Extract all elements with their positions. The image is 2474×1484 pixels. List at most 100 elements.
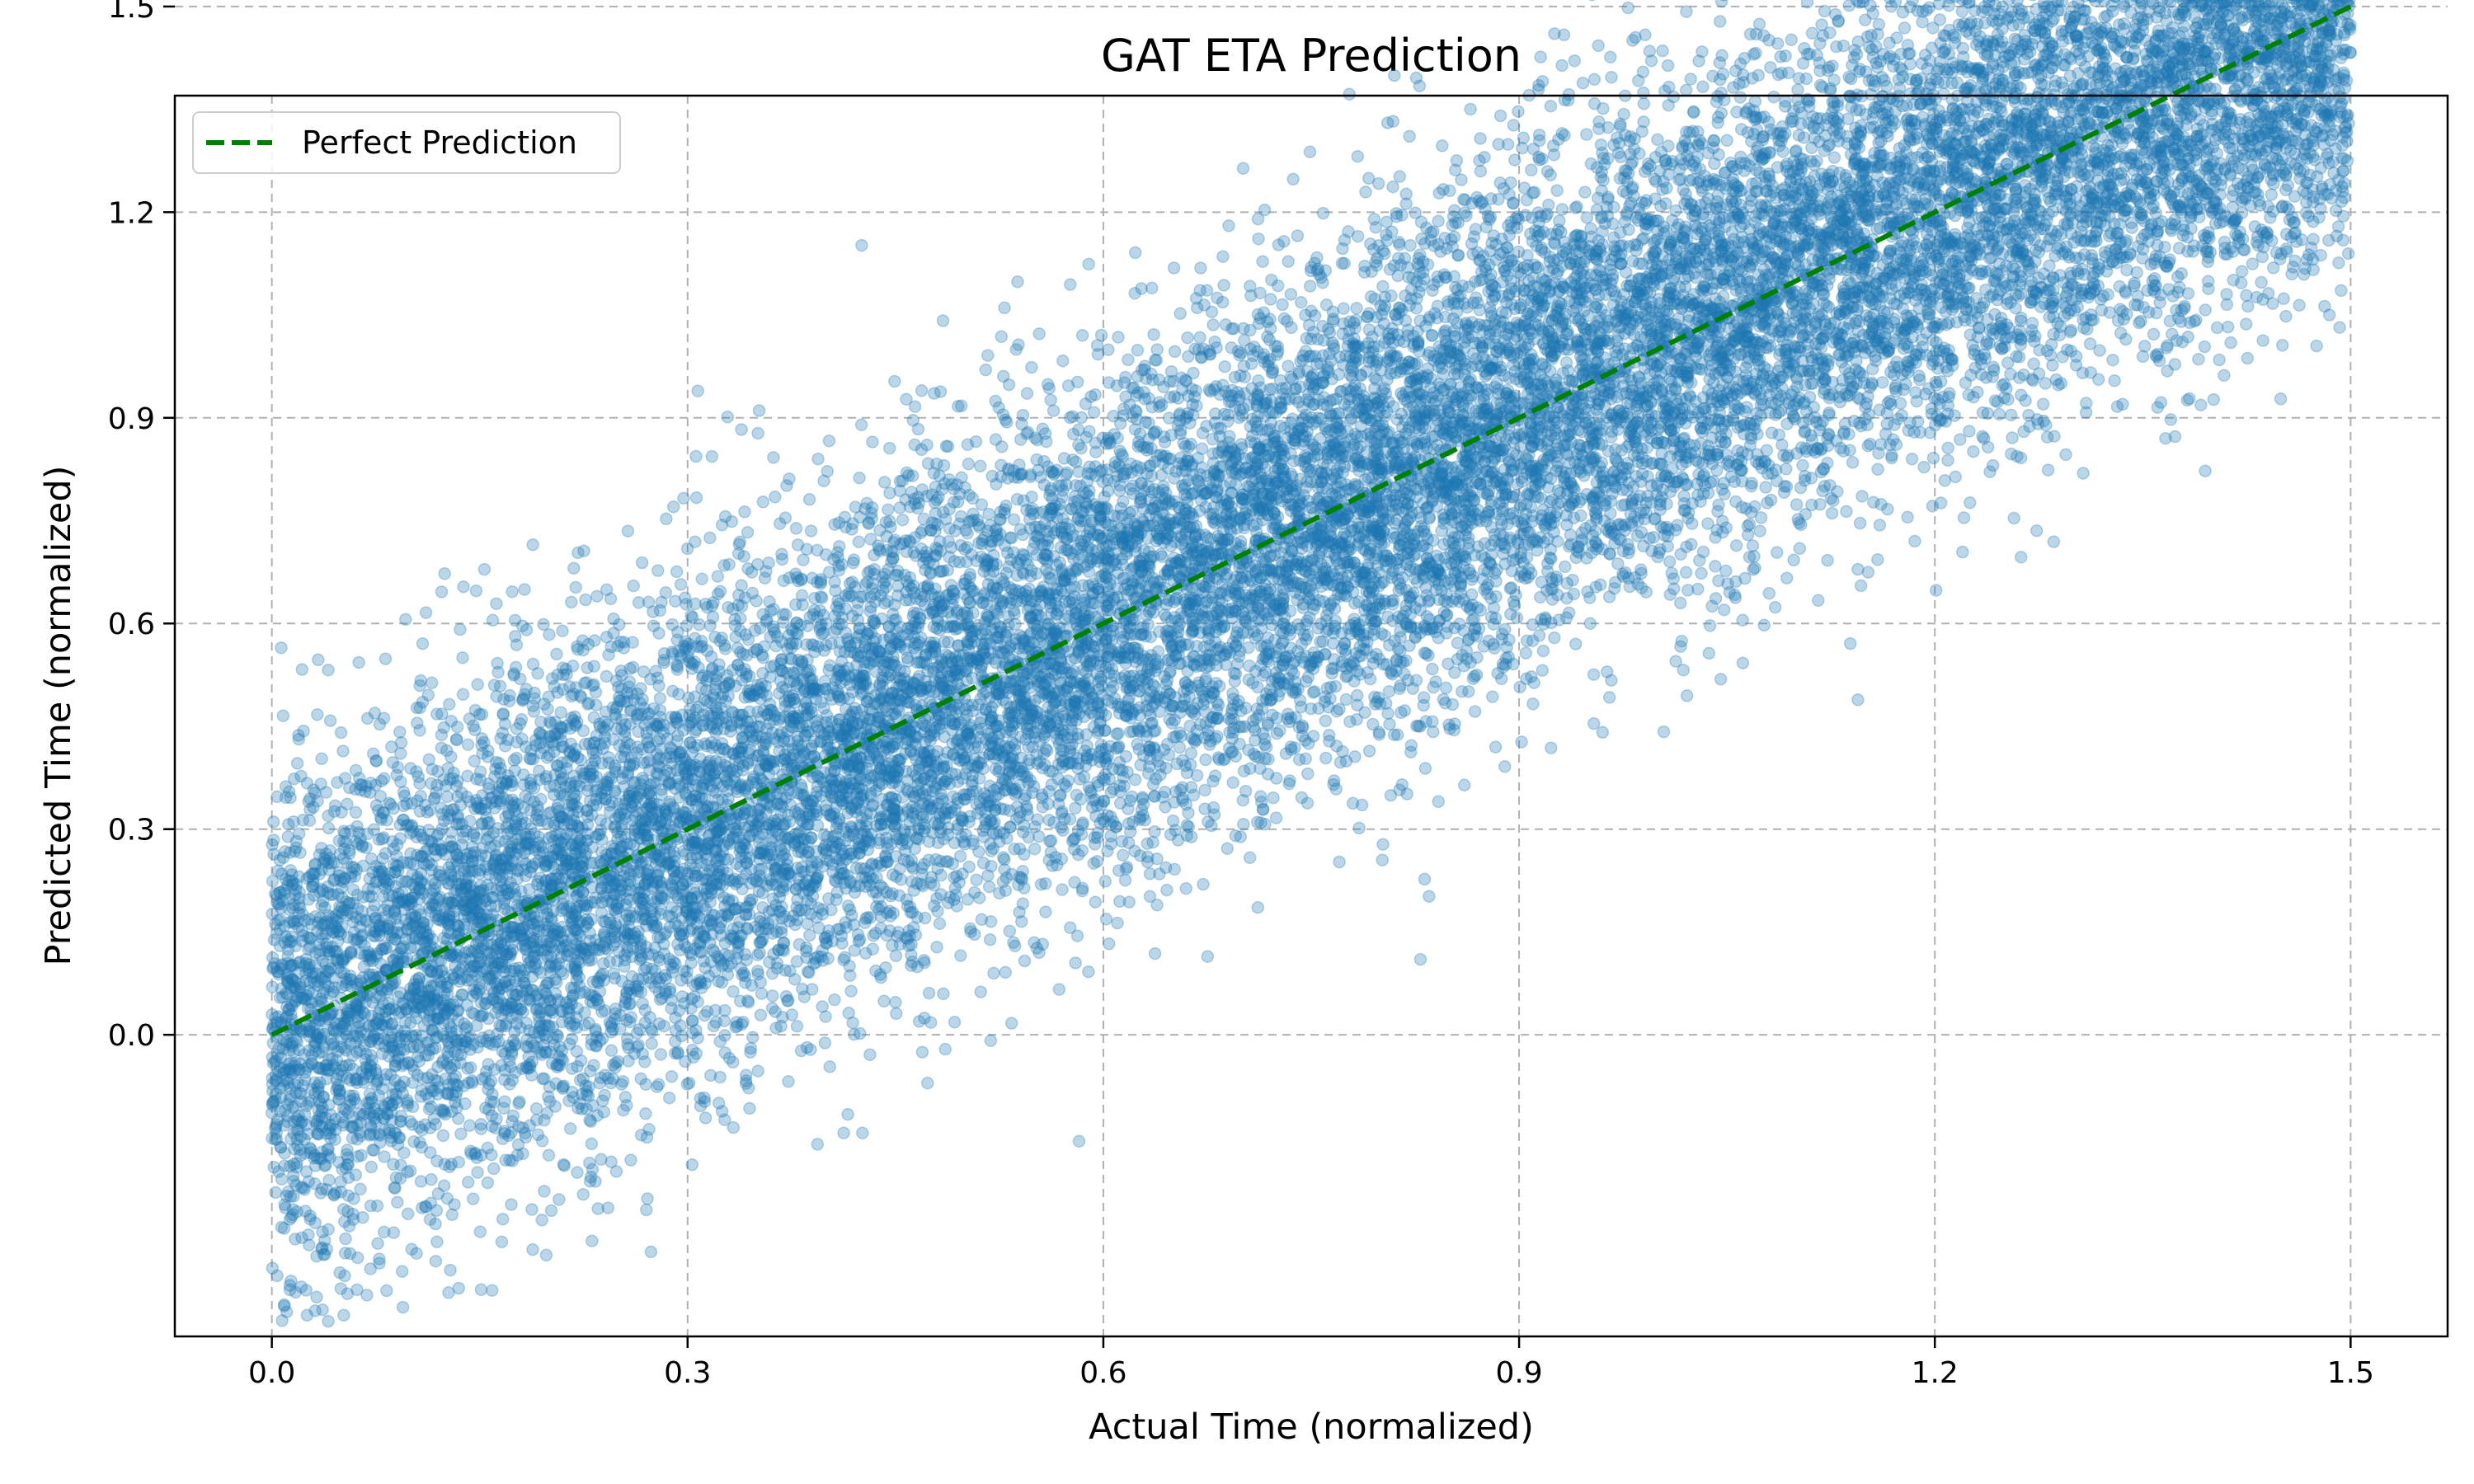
- chart-title: GAT ETA Prediction: [1101, 30, 1522, 82]
- scatter-point: [1082, 257, 1095, 271]
- scatter-point: [465, 1074, 479, 1087]
- scatter-point: [1799, 425, 1812, 438]
- scatter-point: [1261, 315, 1274, 329]
- scatter-point: [782, 833, 795, 846]
- scatter-point: [1211, 291, 1224, 305]
- scatter-point: [471, 1166, 484, 1179]
- scatter-point: [493, 780, 506, 793]
- scatter-point: [1148, 824, 1161, 838]
- scatter-point: [541, 1019, 555, 1032]
- scatter-point: [1840, 505, 1853, 519]
- scatter-point: [1474, 132, 1487, 145]
- scatter-point: [1092, 707, 1106, 721]
- scatter-point: [1193, 331, 1206, 345]
- scatter-point: [864, 771, 878, 785]
- scatter-point: [1115, 651, 1128, 665]
- scatter-point: [1812, 594, 1825, 608]
- scatter-point: [1957, 511, 1971, 524]
- scatter-point: [1380, 488, 1393, 501]
- scatter-point: [1150, 343, 1164, 356]
- scatter-point: [1297, 628, 1311, 641]
- scatter-point: [1032, 327, 1046, 340]
- scatter-point: [339, 1232, 352, 1246]
- scatter-point: [858, 946, 872, 960]
- scatter-point: [1851, 693, 1865, 707]
- scatter-point: [1023, 697, 1037, 711]
- scatter-point: [343, 1247, 357, 1261]
- scatter-point: [1468, 705, 1482, 718]
- scatter-point: [2213, 353, 2226, 367]
- scatter-point: [2218, 369, 2231, 383]
- scatter-point: [374, 982, 388, 996]
- scatter-point: [391, 1195, 404, 1209]
- scatter-point: [2335, 284, 2348, 298]
- scatter-point: [1580, 128, 1593, 141]
- scatter-point: [1759, 481, 1772, 494]
- scatter-point: [1719, 564, 1733, 578]
- grid-lines: [175, 5, 2448, 1336]
- scatter-point: [2008, 32, 2022, 46]
- scatter-point: [1768, 600, 1782, 614]
- scatter-point: [1296, 729, 1310, 743]
- scatter-point: [393, 726, 407, 739]
- scatter-point: [2255, 275, 2268, 289]
- scatter-point: [621, 524, 635, 538]
- scatter-point: [1720, 134, 1733, 148]
- scatter-point: [1938, 474, 1952, 487]
- scatter-point: [1696, 545, 1710, 559]
- scatter-point: [659, 586, 673, 599]
- scatter-point: [1583, 617, 1597, 631]
- scatter-point: [2256, 334, 2269, 347]
- scatter-point: [563, 1122, 577, 1135]
- scatter-point: [755, 987, 769, 1000]
- scatter-point: [609, 812, 623, 826]
- scatter-point: [1173, 406, 1187, 420]
- scatter-point: [791, 862, 804, 875]
- scatter-point: [2201, 54, 2214, 68]
- scatter-point: [1899, 322, 1912, 336]
- scatter-point: [2175, 157, 2189, 171]
- scatter-point: [1373, 697, 1387, 711]
- scatter-point: [1276, 298, 1289, 312]
- scatter-point: [1094, 816, 1107, 830]
- scatter-point: [1333, 855, 1346, 869]
- scatter-point: [1933, 13, 1947, 26]
- scatter-point: [1067, 589, 1081, 603]
- scatter-point: [752, 404, 766, 417]
- scatter-point: [1661, 59, 1675, 73]
- scatter-point: [1403, 298, 1416, 312]
- scatter-point: [644, 1022, 658, 1036]
- scatter-point: [1380, 116, 1395, 129]
- scatter-point: [1992, 407, 2006, 421]
- scatter-point: [1219, 510, 1232, 524]
- scatter-point: [1684, 359, 1698, 373]
- scatter-point: [823, 1060, 837, 1073]
- scatter-point: [603, 1016, 617, 1029]
- scatter-point: [1718, 166, 1732, 180]
- scatter-point: [1693, 174, 1707, 188]
- scatter-point: [323, 714, 337, 727]
- scatter-point: [2235, 265, 2249, 278]
- scatter-point: [391, 957, 404, 970]
- scatter-point: [915, 867, 929, 881]
- scatter-point: [1548, 631, 1561, 645]
- scatter-point: [336, 1119, 350, 1132]
- scatter-point: [883, 514, 896, 528]
- scatter-point: [2277, 292, 2290, 306]
- scatter-point: [1871, 463, 1884, 476]
- scatter-point: [721, 411, 735, 424]
- scatter-point: [2077, 104, 2091, 117]
- scatter-point: [1512, 428, 1526, 441]
- scatter-point: [1011, 275, 1024, 289]
- scatter-point: [796, 598, 809, 612]
- scatter-point: [789, 598, 802, 612]
- scatter-point: [612, 809, 625, 822]
- scatter-point: [684, 793, 698, 806]
- scatter-point: [914, 800, 927, 814]
- scatter-point: [1684, 73, 1697, 86]
- scatter-point: [1178, 637, 1192, 651]
- scatter-point: [1621, 1, 1634, 15]
- scatter-point: [396, 1300, 410, 1314]
- scatter-point: [519, 816, 532, 829]
